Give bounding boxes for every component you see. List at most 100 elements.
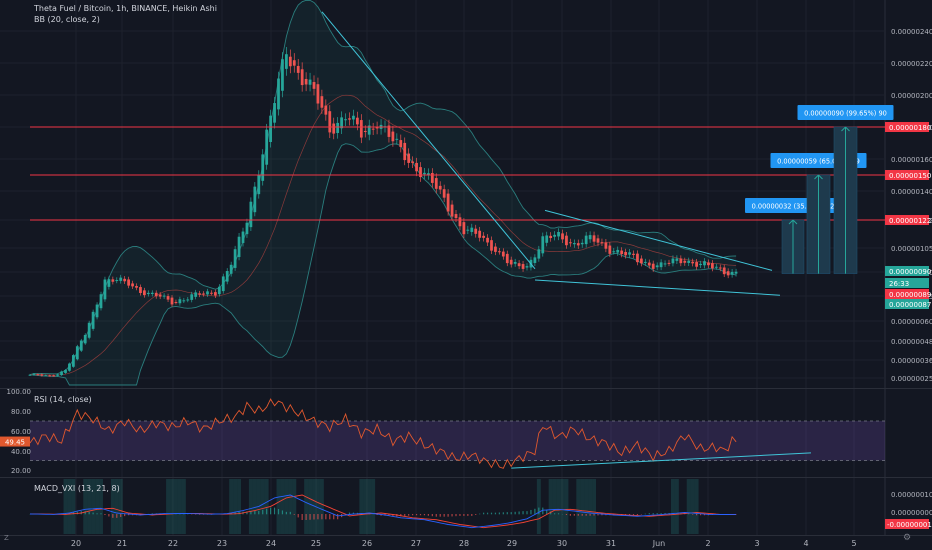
- resistance-price-tag-label: 0.00000180: [889, 124, 931, 132]
- candle-body: [643, 261, 647, 263]
- price-pane[interactable]: 0.00000032 (35.01%) 32 0.00000059 (65.02%…: [28, 0, 894, 386]
- candle-body: [450, 204, 454, 217]
- macd-histogram-bar: [573, 514, 575, 516]
- candle-body: [241, 231, 245, 243]
- candle-body: [458, 217, 462, 227]
- macd-histogram-bar: [431, 514, 433, 517]
- candle-body: [119, 277, 123, 281]
- macd-legend[interactable]: MACD_VXI (13, 21, 8): [34, 484, 120, 493]
- macd-histogram-bar: [585, 514, 587, 516]
- candle-body: [237, 236, 241, 258]
- candle-body: [245, 222, 249, 235]
- macd-histogram-bar: [467, 514, 469, 516]
- timezone-toggle[interactable]: Z: [4, 534, 9, 542]
- candle-body: [557, 231, 560, 237]
- macd-histogram-bar: [498, 512, 500, 515]
- macd-histogram-bar: [696, 514, 698, 516]
- symbol-title[interactable]: Theta Fuel / Bitcoin, 1h, BINANCE, Heiki…: [34, 4, 217, 13]
- candle-body: [561, 233, 564, 240]
- candle-body: [569, 242, 572, 244]
- macd-histogram-bar: [289, 511, 291, 515]
- triangle-upper-line: [544, 209, 773, 271]
- candle-body: [375, 127, 379, 129]
- macd-axis-label: 0.00000010: [891, 491, 932, 499]
- macd-bg-bar: [308, 479, 313, 534]
- macd-bg-bar: [83, 479, 88, 534]
- macd-histogram-bar: [439, 514, 441, 517]
- macd-bg-bar: [560, 479, 565, 534]
- candle-body: [158, 294, 162, 297]
- macd-histogram-bar: [96, 513, 98, 515]
- candle-body: [123, 278, 127, 282]
- candle-body: [48, 375, 52, 377]
- macd-histogram-bar: [550, 511, 552, 515]
- macd-histogram-bar: [293, 514, 295, 515]
- macd-histogram-bar: [258, 510, 260, 515]
- candle-body: [584, 235, 588, 245]
- macd-histogram-bar: [412, 514, 414, 516]
- macd-histogram-bar: [506, 512, 508, 515]
- macd-bg-bar: [592, 479, 597, 534]
- resistance-price-tag: [885, 170, 929, 180]
- candle-body: [647, 262, 651, 266]
- macd-histogram-bar: [542, 507, 544, 515]
- macd-histogram-bar: [84, 511, 86, 515]
- time-tick-label: Jun: [652, 539, 666, 548]
- candle-body: [143, 290, 146, 296]
- macd-bg-bar: [110, 479, 115, 534]
- price-tick-label: 0.00000048: [891, 338, 932, 346]
- macd-bg-bar: [229, 479, 234, 534]
- candle-body: [296, 65, 300, 73]
- bb-legend[interactable]: BB (20, close, 2): [34, 15, 100, 24]
- rsi-value-tag: [0, 436, 30, 447]
- candle-body: [214, 292, 217, 296]
- candle-body: [403, 142, 407, 161]
- macd-histogram-bar: [451, 514, 453, 517]
- candle-body: [348, 118, 351, 120]
- candle-body: [87, 322, 91, 338]
- price-tick-label: 0.00000025: [891, 375, 932, 383]
- rsi-legend[interactable]: RSI (14, close): [34, 395, 92, 404]
- macd-bg-bar: [292, 479, 297, 534]
- macd-bg-bar: [319, 479, 324, 534]
- macd-histogram-bar: [577, 514, 579, 516]
- candle-body: [730, 271, 734, 275]
- candle-body: [576, 243, 580, 246]
- candle-body: [277, 78, 280, 110]
- candle-body: [521, 264, 525, 269]
- candle-body: [486, 237, 489, 243]
- macd-histogram-bar: [151, 513, 153, 515]
- candle-body: [525, 266, 529, 268]
- macd-line: [29, 494, 737, 529]
- candle-body: [210, 292, 213, 294]
- bb-fill: [30, 0, 737, 386]
- candle-body: [430, 173, 434, 183]
- candle-body: [150, 292, 154, 294]
- macd-histogram-bar: [88, 511, 90, 515]
- candle-body: [44, 375, 48, 377]
- macd-histogram-bar: [301, 514, 303, 520]
- candle-body: [592, 235, 596, 242]
- rsi-pane[interactable]: 100.00 80.00 60.00 40.00 20.00 49.45: [0, 388, 885, 475]
- price-tick-label: 0.00000060: [891, 318, 932, 326]
- candle-body: [135, 285, 138, 288]
- candle-body: [699, 263, 702, 266]
- gear-icon[interactable]: ⚙: [903, 533, 912, 543]
- candle-body: [99, 294, 103, 309]
- candle-body: [32, 373, 36, 375]
- candle-body: [553, 234, 556, 237]
- candle-body: [667, 262, 671, 264]
- macd-pane[interactable]: [29, 479, 737, 534]
- candle-body: [359, 120, 363, 138]
- target-arrowhead: [792, 219, 798, 225]
- macd-histogram-bar: [688, 513, 690, 515]
- candle-body: [628, 252, 631, 255]
- macd-bg-bar: [276, 479, 281, 534]
- candle-body: [478, 230, 482, 238]
- chart-legend: Theta Fuel / Bitcoin, 1h, BINANCE, Heiki…: [34, 4, 217, 24]
- time-tick-label: 22: [168, 539, 178, 548]
- macd-histogram-bar: [388, 514, 390, 516]
- candle-body: [79, 340, 83, 351]
- macd-bg-bar: [71, 479, 76, 534]
